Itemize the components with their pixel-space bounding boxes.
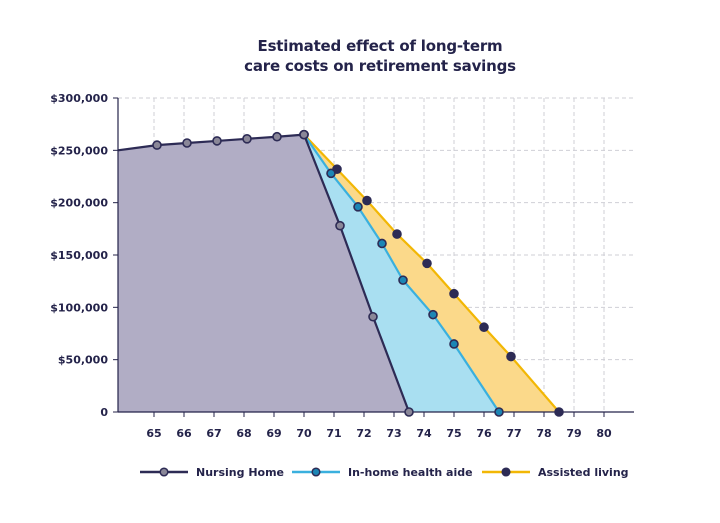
x-tick-label-11: 76	[476, 427, 492, 440]
legend-marker-2	[501, 467, 511, 477]
marker-series-0-point-8	[554, 407, 564, 417]
tick-labels: 0 $50,000 $100,000 $150,000 $200,000 $250,000…	[50, 92, 612, 440]
marker-series-1-point-7	[494, 407, 504, 417]
marker-series-1-point-6	[449, 339, 459, 349]
y-tick-label-1: $50,000	[58, 354, 108, 367]
legend-marker-0	[159, 467, 169, 477]
x-tick-label-2: 67	[206, 427, 221, 440]
marker-series-2-point-3	[212, 136, 222, 146]
marker-series-2-point-5	[272, 131, 282, 142]
marker-series-2-point-1	[152, 140, 162, 150]
x-tick-label-6: 71	[326, 427, 341, 440]
marker-series-1-point-1	[326, 168, 336, 179]
series-areas	[118, 134, 559, 412]
marker-series-1-point-4	[398, 275, 408, 285]
legend-label-2: Assisted living	[538, 466, 629, 479]
x-tick-label-9: 74	[416, 427, 432, 440]
y-tick-label-2: $100,000	[50, 301, 108, 314]
axes	[113, 97, 634, 417]
chart-title: Estimated effect of long-term care costs…	[0, 36, 720, 76]
marker-series-0-point-4	[422, 258, 432, 269]
x-tick-label-13: 78	[536, 427, 551, 440]
marker-series-1-point-5	[428, 309, 438, 320]
area-series-2	[118, 134, 409, 412]
marker-series-0-point-3	[392, 229, 402, 239]
marker-series-0-point-7	[506, 351, 516, 362]
marker-series-0-point-2	[362, 195, 372, 206]
y-tick-label-0: 0	[100, 406, 108, 419]
marker-series-2-point-9	[404, 407, 414, 417]
y-tick-label-6: $300,000	[50, 92, 108, 105]
x-tick-label-3: 68	[236, 427, 251, 440]
x-tick-label-15: 80	[596, 427, 612, 440]
series-markers	[152, 129, 564, 417]
marker-series-2-point-7	[335, 220, 345, 231]
x-tick-label-4: 69	[266, 427, 281, 440]
marker-series-0-point-6	[479, 322, 489, 333]
marker-series-1-point-2	[353, 202, 363, 212]
chart-title-line-2: care costs on retirement savings	[244, 57, 516, 75]
x-tick-label-8: 73	[386, 427, 401, 440]
legend-label-1: In-home health aide	[348, 466, 473, 479]
marker-series-0-point-5	[449, 288, 459, 299]
marker-series-1-point-3	[377, 238, 387, 249]
x-tick-label-12: 77	[506, 427, 521, 440]
y-tick-label-5: $250,000	[50, 144, 108, 157]
line-series-1	[303, 134, 500, 413]
x-tick-label-10: 75	[446, 427, 461, 440]
marker-series-2-point-2	[182, 138, 192, 148]
marker-series-2-point-8	[368, 311, 378, 322]
legend: Nursing Home In-home health aide Assisted …	[140, 466, 629, 479]
x-tick-label-7: 72	[356, 427, 371, 440]
x-tick-label-5: 70	[296, 427, 312, 440]
line-series-2	[117, 133, 411, 413]
y-tick-label-4: $200,000	[50, 197, 108, 210]
x-tick-label-0: 65	[146, 427, 161, 440]
x-tick-label-14: 79	[566, 427, 581, 440]
x-tick-label-1: 66	[176, 427, 192, 440]
legend-marker-1	[311, 467, 321, 477]
marker-series-2-point-6	[299, 129, 309, 140]
y-tick-label-3: $150,000	[50, 249, 108, 262]
chart-title-line-1: Estimated effect of long-term	[257, 37, 503, 55]
marker-series-2-point-4	[242, 134, 252, 144]
legend-label-0: Nursing Home	[196, 466, 284, 479]
